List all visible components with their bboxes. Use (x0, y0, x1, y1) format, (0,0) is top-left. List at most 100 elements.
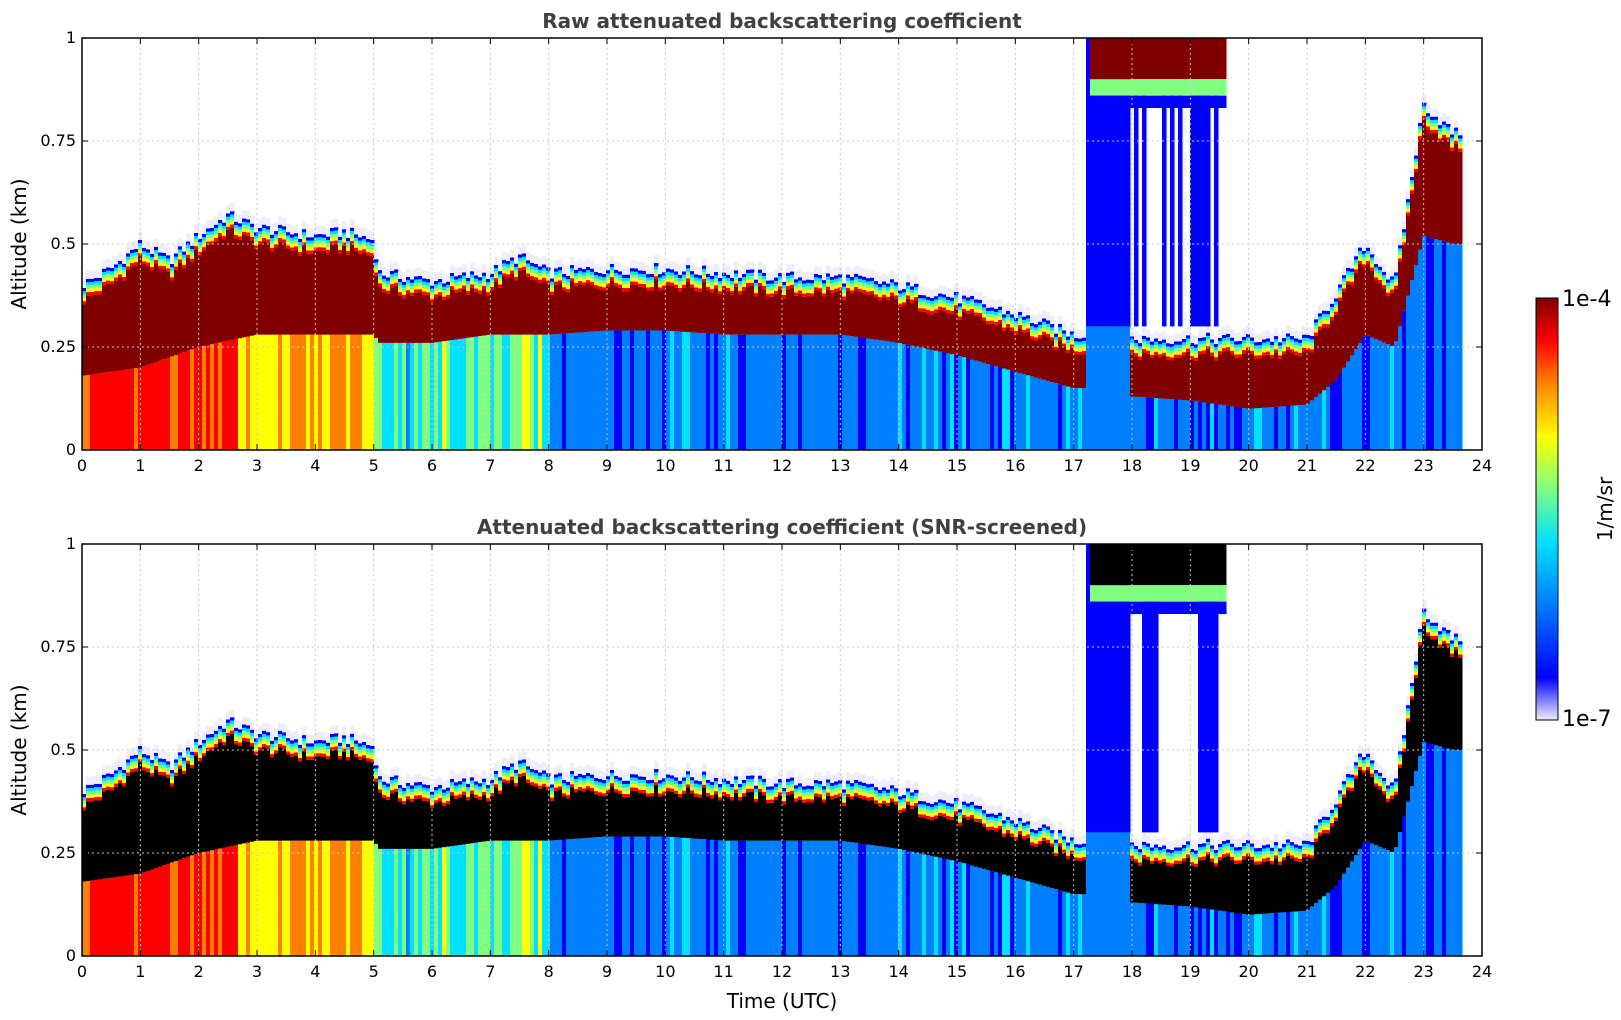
heatmap-cell (442, 299, 447, 342)
heatmap-cell (1010, 370, 1015, 450)
heatmap-cell (246, 225, 251, 230)
heatmap-cell (1046, 320, 1051, 324)
heatmap-cell (894, 342, 899, 450)
heatmap-cell (786, 334, 791, 450)
heatmap-cell (1186, 348, 1191, 352)
heatmap-cell (622, 787, 627, 791)
heatmap-cell (258, 737, 263, 741)
heatmap-cell (546, 776, 551, 780)
heatmap-cell (778, 334, 783, 450)
heatmap-cell (750, 261, 755, 270)
heatmap-cell (318, 749, 323, 754)
heatmap-cell (826, 276, 831, 281)
heatmap-cell (1162, 38, 1167, 80)
heatmap-cell (138, 239, 143, 244)
heatmap-cell (1030, 314, 1035, 323)
heatmap-cell (858, 267, 863, 276)
heatmap-cell (762, 285, 767, 290)
heatmap-cell (734, 273, 739, 277)
heatmap-cell (866, 288, 871, 292)
heatmap-cell (802, 792, 807, 797)
heatmap-cell (1094, 79, 1099, 96)
heatmap-cell (1106, 38, 1111, 80)
heatmap-cell (674, 787, 679, 791)
heatmap-cell (970, 312, 975, 360)
heatmap-cell (606, 280, 611, 284)
heatmap-cell (310, 240, 315, 244)
heatmap-cell (1142, 352, 1147, 398)
heatmap-cell (526, 273, 531, 277)
heatmap-cell (214, 722, 219, 731)
heatmap-cell (418, 279, 423, 283)
heatmap-cell (494, 278, 499, 282)
heatmap-cell (1402, 235, 1407, 239)
heatmap-column (1062, 322, 1067, 450)
heatmap-cell (334, 724, 339, 734)
heatmap-cell (226, 726, 231, 730)
heatmap-cell (1382, 263, 1387, 272)
heatmap-cell (646, 836, 651, 956)
heatmap-cell (370, 334, 375, 450)
heatmap-cell (170, 786, 175, 863)
heatmap-cell (458, 285, 463, 289)
heatmap-cell (1098, 38, 1103, 327)
heatmap-cell (622, 330, 627, 450)
heatmap-column (990, 299, 995, 450)
heatmap-cell (538, 772, 543, 776)
heatmap-cell (506, 758, 511, 768)
heatmap-cell (462, 791, 467, 795)
heatmap-column (1262, 331, 1267, 450)
heatmap-cell (862, 337, 867, 450)
heatmap-cell (98, 373, 103, 450)
heatmap-cell (566, 285, 571, 290)
heatmap-cell (1382, 342, 1387, 450)
heatmap-cell (790, 263, 795, 272)
heatmap-cell (390, 783, 395, 787)
heatmap-cell (1270, 358, 1275, 408)
heatmap-cell (102, 781, 107, 785)
heatmap-cell (954, 305, 959, 309)
heatmap-cell (1114, 326, 1119, 450)
heatmap-column (742, 771, 747, 956)
heatmap-cell (638, 786, 643, 790)
heatmap-cell (722, 795, 727, 841)
heatmap-cell (710, 791, 715, 796)
heatmap-cell (1114, 38, 1119, 80)
heatmap-cell (190, 258, 195, 263)
heatmap-cell (270, 247, 275, 252)
heatmap-cell (1450, 137, 1455, 141)
heatmap-cell (270, 750, 275, 754)
heatmap-column (1338, 276, 1343, 450)
heatmap-cell (126, 751, 131, 760)
heatmap-cell (522, 266, 527, 270)
heatmap-column (318, 225, 323, 450)
heatmap-cell (358, 250, 363, 254)
heatmap-cell (154, 744, 159, 753)
heatmap-cell (478, 842, 483, 956)
heatmap-cell (650, 265, 655, 274)
heatmap-cell (698, 838, 703, 956)
heatmap-cell (1382, 281, 1387, 286)
heatmap-cell (498, 783, 503, 788)
heatmap-cell (386, 799, 391, 849)
heatmap-cell (234, 737, 239, 741)
heatmap-cell (658, 287, 663, 291)
heatmap-cell (670, 788, 675, 792)
heatmap-column (526, 251, 531, 450)
heatmap-cell (722, 264, 727, 273)
heatmap-cell (1246, 343, 1251, 348)
heatmap-cell (830, 782, 835, 787)
heatmap-cell (1402, 310, 1407, 450)
heatmap-cell (962, 312, 967, 358)
heatmap-cell (670, 261, 675, 270)
heatmap-cell (222, 232, 227, 236)
heatmap-cell (1074, 354, 1079, 389)
heatmap-cell (622, 797, 627, 837)
heatmap-cell (390, 280, 395, 285)
heatmap-cell (586, 786, 591, 790)
heatmap-cell (782, 797, 787, 802)
heatmap-cell (862, 286, 867, 290)
heatmap-cell (186, 757, 191, 761)
heatmap-cell (546, 779, 551, 784)
heatmap-cell (318, 753, 323, 757)
